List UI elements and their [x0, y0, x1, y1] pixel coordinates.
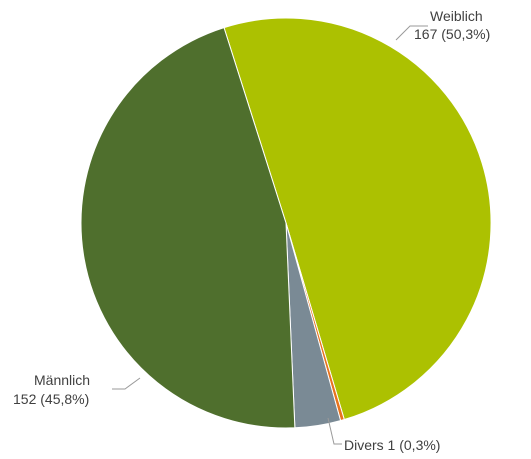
label-divers: Divers 1 (0,3%) — [344, 437, 440, 454]
pie-slices — [81, 18, 491, 428]
label-maennlich-value: 152 (45,8%) — [13, 391, 89, 408]
label-weiblich-name: Weiblich — [430, 8, 483, 25]
label-weiblich-value: 167 (50,3%) — [414, 26, 490, 43]
leader-line-maennlich — [112, 378, 140, 389]
label-maennlich-name: Männlich — [34, 372, 90, 389]
